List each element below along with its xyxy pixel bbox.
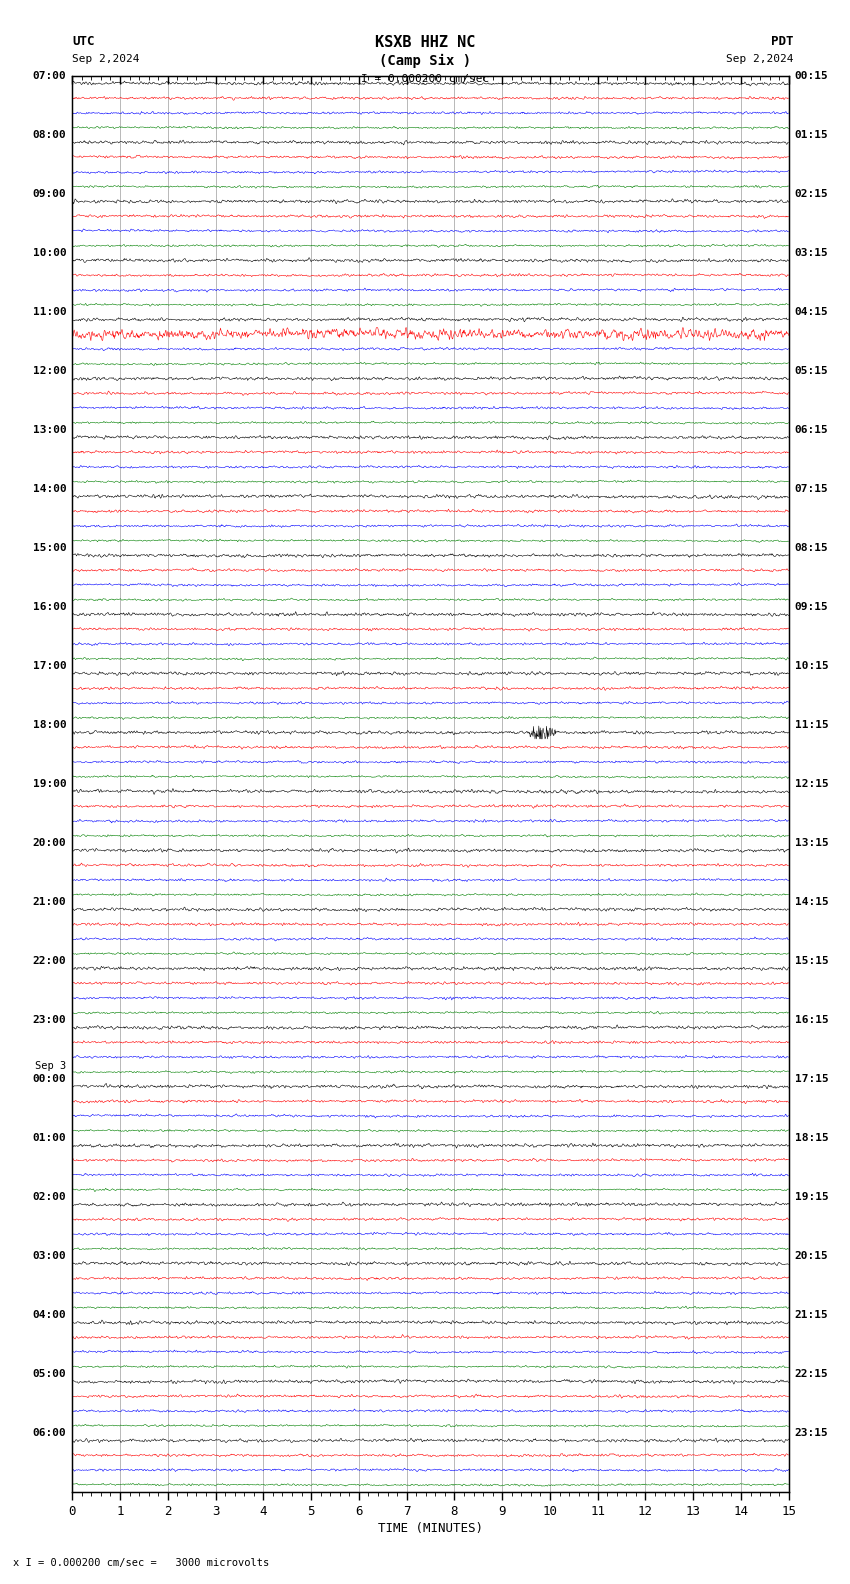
Text: 02:00: 02:00 [32,1193,66,1202]
Text: 23:00: 23:00 [32,1015,66,1025]
Text: 13:00: 13:00 [32,425,66,436]
Text: 10:15: 10:15 [795,661,829,672]
Text: 11:00: 11:00 [32,307,66,317]
Text: 21:00: 21:00 [32,897,66,908]
Text: 03:00: 03:00 [32,1251,66,1261]
Text: 17:15: 17:15 [795,1074,829,1083]
Text: 13:15: 13:15 [795,838,829,847]
Text: 07:00: 07:00 [32,71,66,81]
Text: 10:00: 10:00 [32,249,66,258]
Text: 04:15: 04:15 [795,307,829,317]
Text: 09:00: 09:00 [32,188,66,200]
Text: 06:15: 06:15 [795,425,829,436]
X-axis label: TIME (MINUTES): TIME (MINUTES) [378,1522,483,1535]
Text: 18:00: 18:00 [32,721,66,730]
Text: 05:15: 05:15 [795,366,829,375]
Text: 01:15: 01:15 [795,130,829,139]
Text: Sep 2,2024: Sep 2,2024 [726,54,793,63]
Text: 20:15: 20:15 [795,1251,829,1261]
Text: KSXB HHZ NC: KSXB HHZ NC [375,35,475,49]
Text: 22:15: 22:15 [795,1369,829,1380]
Text: 14:15: 14:15 [795,897,829,908]
Text: 23:15: 23:15 [795,1429,829,1438]
Text: Sep 2,2024: Sep 2,2024 [72,54,139,63]
Text: 02:15: 02:15 [795,188,829,200]
Text: 08:00: 08:00 [32,130,66,139]
Text: 19:00: 19:00 [32,779,66,789]
Text: 20:00: 20:00 [32,838,66,847]
Text: x I = 0.000200 cm/sec =   3000 microvolts: x I = 0.000200 cm/sec = 3000 microvolts [13,1559,269,1568]
Text: 12:00: 12:00 [32,366,66,375]
Text: 16:00: 16:00 [32,602,66,611]
Text: 12:15: 12:15 [795,779,829,789]
Text: 19:15: 19:15 [795,1193,829,1202]
Text: 01:00: 01:00 [32,1133,66,1144]
Text: (Camp Six ): (Camp Six ) [379,54,471,68]
Text: 22:00: 22:00 [32,957,66,966]
Text: 09:15: 09:15 [795,602,829,611]
Text: 08:15: 08:15 [795,543,829,553]
Text: 16:15: 16:15 [795,1015,829,1025]
Text: 03:15: 03:15 [795,249,829,258]
Text: 21:15: 21:15 [795,1310,829,1319]
Text: 15:15: 15:15 [795,957,829,966]
Text: 06:00: 06:00 [32,1429,66,1438]
Text: I = 0.000200 cm/sec: I = 0.000200 cm/sec [361,74,489,84]
Text: 04:00: 04:00 [32,1310,66,1319]
Text: 11:15: 11:15 [795,721,829,730]
Text: 00:00: 00:00 [32,1074,66,1083]
Text: 00:15: 00:15 [795,71,829,81]
Text: 18:15: 18:15 [795,1133,829,1144]
Text: 15:00: 15:00 [32,543,66,553]
Text: 17:00: 17:00 [32,661,66,672]
Text: 05:00: 05:00 [32,1369,66,1380]
Text: UTC: UTC [72,35,94,48]
Text: 14:00: 14:00 [32,485,66,494]
Text: Sep 3: Sep 3 [35,1061,66,1071]
Text: 07:15: 07:15 [795,485,829,494]
Text: PDT: PDT [771,35,793,48]
